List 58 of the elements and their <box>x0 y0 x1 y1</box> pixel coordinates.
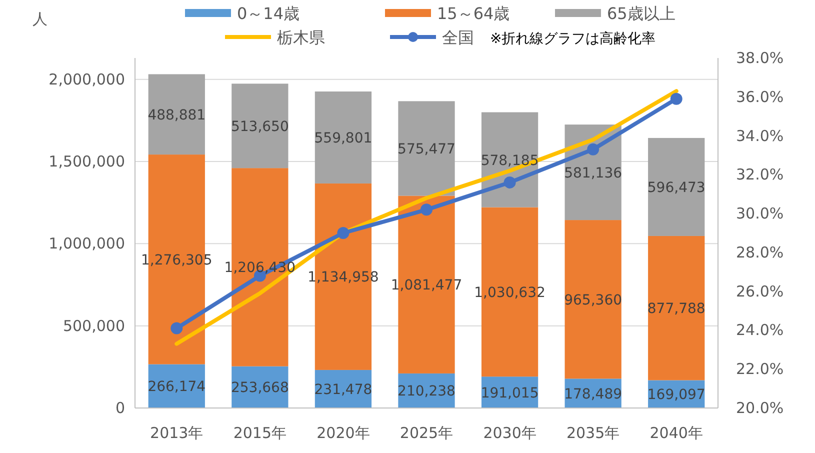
point <box>504 176 516 188</box>
bar <box>232 84 288 168</box>
y2-tick-label: 36.0% <box>736 88 784 106</box>
legend-label: 65歳以上 <box>607 4 676 23</box>
y-tick-label: 1,500,000 <box>48 152 125 171</box>
legend-label: 0～14歳 <box>237 4 300 23</box>
data-label: 231,478 <box>314 382 372 398</box>
y2-tick-label: 34.0% <box>736 126 784 145</box>
x-tick-label: 2030年 <box>483 424 536 442</box>
y2-tick-label: 22.0% <box>736 360 784 378</box>
legend-label: 栃木県 <box>277 28 325 47</box>
data-label: 596,473 <box>647 180 706 196</box>
x-tick-label: 2035年 <box>566 424 620 442</box>
data-label: 191,015 <box>480 385 539 402</box>
data-label: 488,881 <box>148 107 206 124</box>
point <box>170 322 183 334</box>
data-label: 575,477 <box>398 141 456 158</box>
text: ※折れ線グラフは高齢化率 <box>490 31 656 47</box>
y2-tick-label: 24.0% <box>736 321 784 340</box>
data-label: 253,668 <box>230 380 289 396</box>
bar <box>148 74 205 155</box>
data-label: 210,238 <box>398 384 456 400</box>
data-label: 965,360 <box>564 292 622 308</box>
x-tick-label: 2015年 <box>233 424 287 442</box>
data-label: 578,185 <box>480 152 539 169</box>
data-label: 266,174 <box>148 379 206 396</box>
y2-tick-label: 30.0% <box>736 204 784 223</box>
x-tick-label: 2013年 <box>150 424 204 442</box>
bar <box>314 91 372 184</box>
bar <box>398 101 455 196</box>
point <box>670 92 682 105</box>
y2-tick-label: 32.0% <box>736 166 784 184</box>
data-label: 581,136 <box>564 165 622 182</box>
x-tick-label: 2020年 <box>316 424 370 442</box>
y-tick-label: 0 <box>115 399 125 417</box>
y-axis-title: 人 <box>32 10 48 28</box>
bar <box>648 236 705 380</box>
y2-tick-label: 20.0% <box>736 399 784 417</box>
legend-label: 15～64歳 <box>437 4 510 23</box>
data-label: 169,097 <box>647 387 706 404</box>
data-label: 559,801 <box>314 130 372 146</box>
bar <box>648 138 705 236</box>
bar <box>564 220 622 379</box>
point <box>587 143 600 156</box>
legend-label: 全国 <box>442 28 474 47</box>
x-tick-label: 2040年 <box>650 424 703 442</box>
y2-tick-label: 38.0% <box>736 49 784 67</box>
y-tick-label: 1,000,000 <box>48 234 125 253</box>
x-tick-label: 2025年 <box>400 424 454 442</box>
data-label: 178,489 <box>564 386 622 402</box>
data-label: 877,788 <box>647 301 706 318</box>
data-label: 513,650 <box>230 118 289 135</box>
y2-tick-label: 28.0% <box>736 243 784 262</box>
point <box>337 227 350 239</box>
point <box>420 204 432 216</box>
y-tick-label: 500,000 <box>62 316 125 335</box>
y2-tick-label: 26.0% <box>736 282 784 300</box>
y-tick-label: 2,000,000 <box>48 70 125 88</box>
